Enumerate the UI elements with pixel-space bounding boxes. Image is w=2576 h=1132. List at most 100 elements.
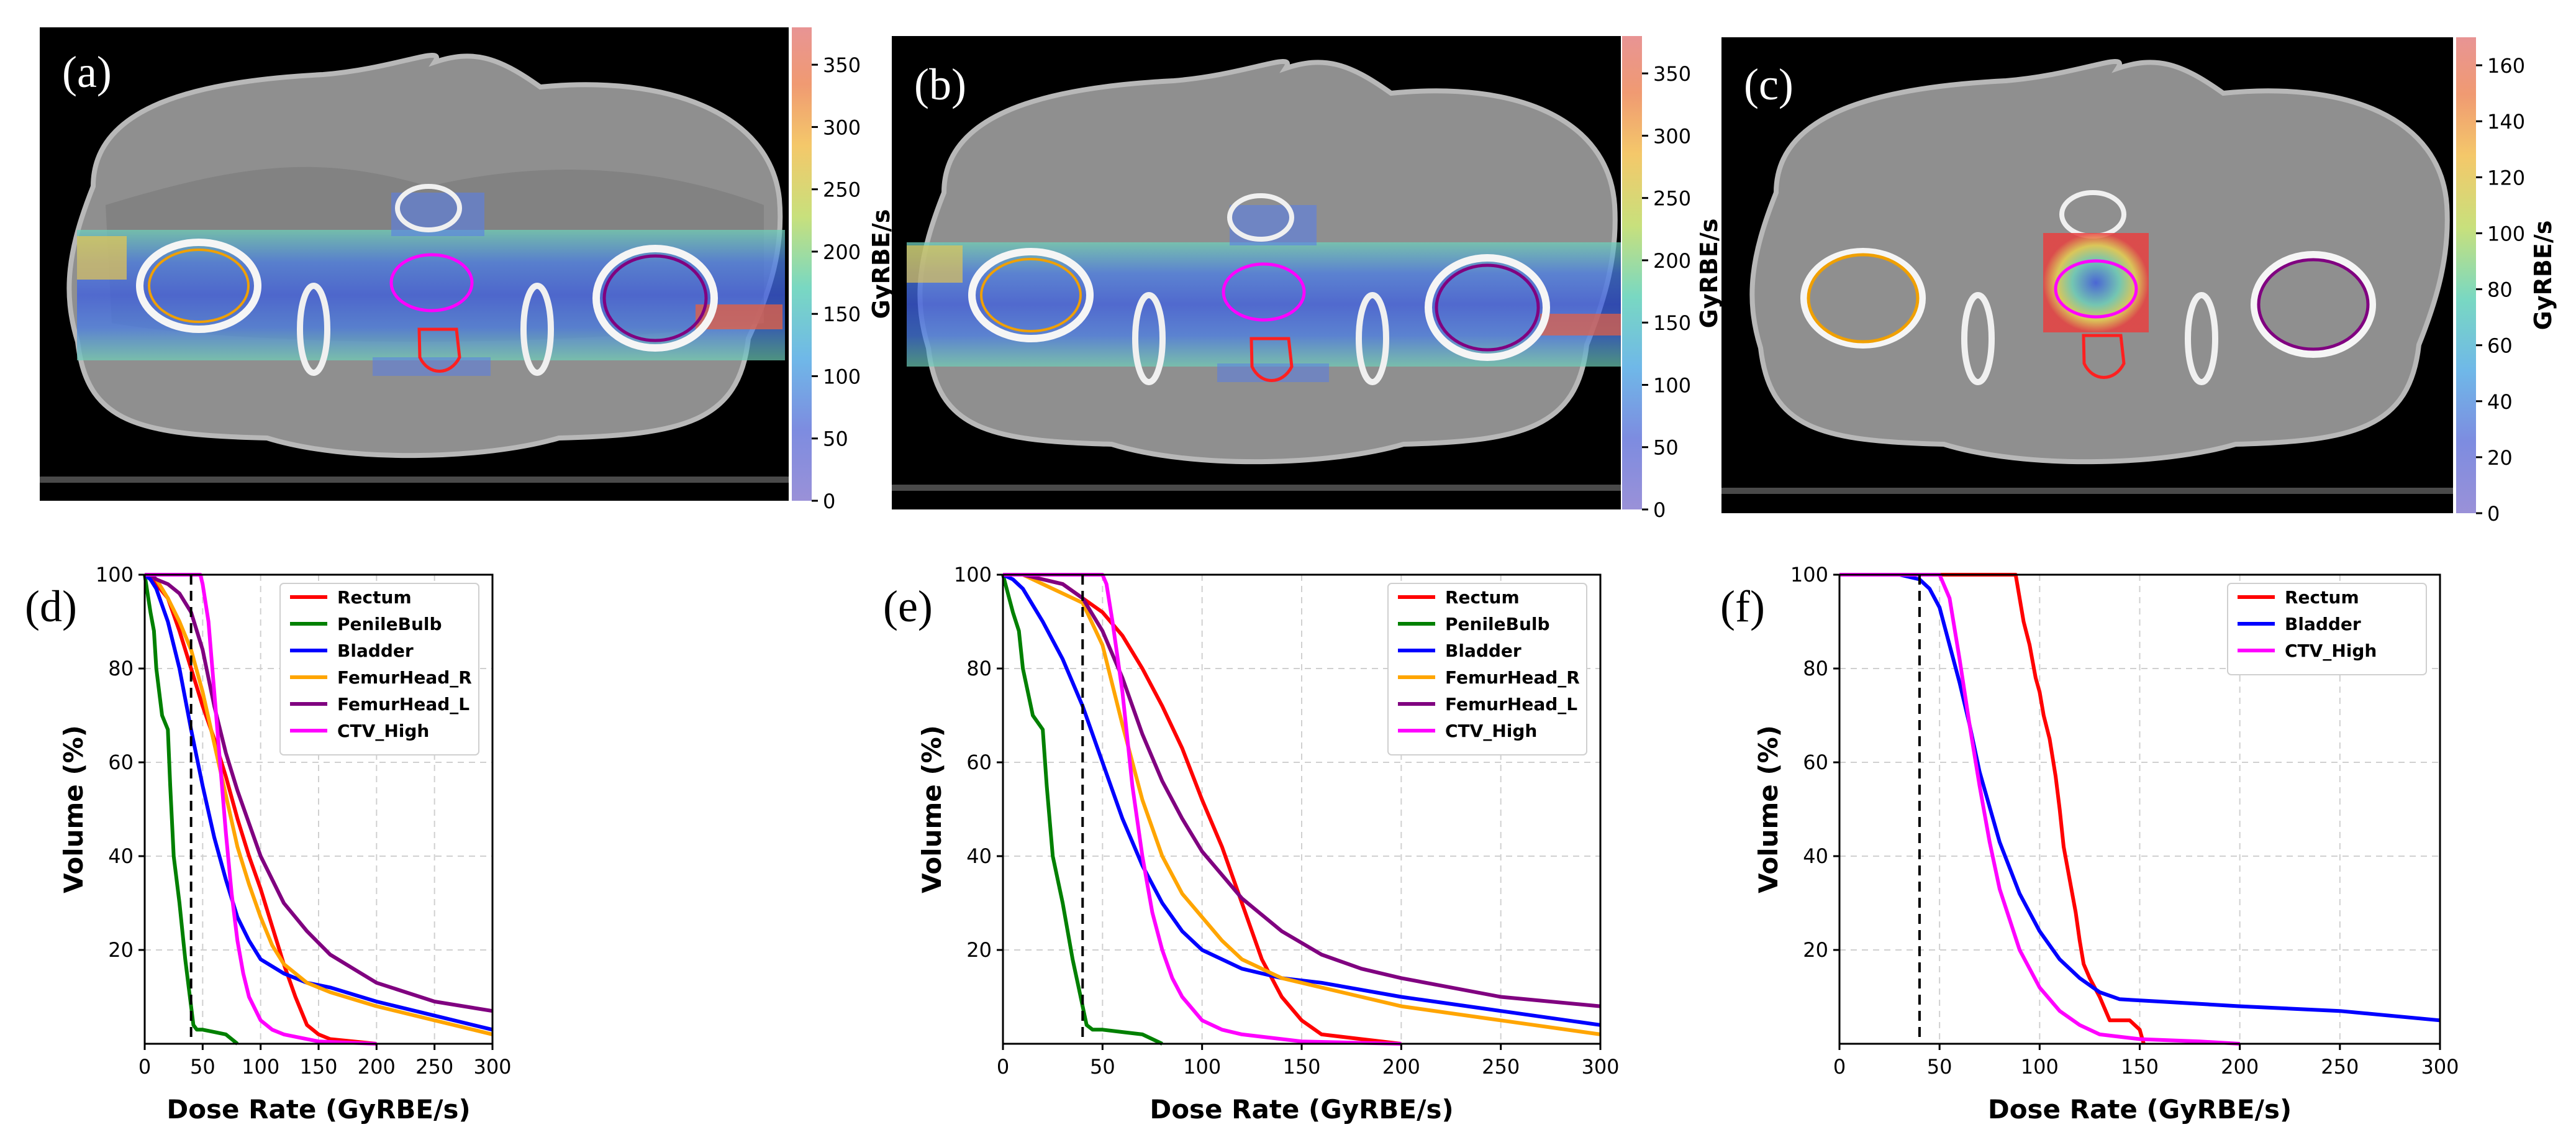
- x-tick-label: 0: [138, 1055, 151, 1079]
- ctv-high-contour: [1222, 262, 1306, 322]
- series-line-ctv-high: [1839, 573, 2240, 1046]
- y-axis-label: Volume (%): [917, 725, 947, 893]
- colorbar-tick-label: 250: [823, 178, 861, 202]
- femurhead-l-contour: [602, 254, 708, 342]
- femurhead-l-contour: [2257, 258, 2370, 351]
- legend-label: FemurHead_L: [1445, 694, 1577, 714]
- x-tick-label: 150: [299, 1055, 337, 1079]
- colorbar-tick-label: 100: [1653, 373, 1691, 397]
- panel-label: (e): [883, 582, 933, 631]
- y-tick-label: 40: [108, 844, 134, 868]
- y-axis-label: Volume (%): [1753, 725, 1784, 893]
- ctv-high-contour: [2054, 259, 2138, 319]
- y-tick-label: 60: [966, 751, 992, 774]
- y-tick-label: 20: [1803, 938, 1828, 962]
- colorbar-tick-label: 50: [1653, 436, 1679, 460]
- series-line-femurhead-l: [1003, 573, 1601, 1008]
- x-tick-label: 200: [1382, 1055, 1420, 1079]
- ct-panel-b: (b) 0 50 100 150 200 250 300 350 GyRBE/s: [892, 36, 1723, 522]
- dose-band-bottom: [373, 357, 491, 376]
- x-axis-label: Dose Rate (GyRBE/s): [1988, 1094, 2292, 1125]
- ct-panel-c: (c) 0 20 40 60 80 100 120 140 160 GyRBE/s: [1721, 37, 2557, 526]
- rectum-contour: [1249, 337, 1294, 382]
- legend-label: Bladder: [337, 641, 414, 661]
- legend-label: Bladder: [1445, 641, 1522, 661]
- femurhead-l-contour: [1435, 263, 1540, 352]
- ischium-right: [1961, 292, 1995, 385]
- legend-label: CTV_High: [1445, 721, 1537, 741]
- y-tick-label: 100: [954, 563, 992, 587]
- y-tick-label: 20: [108, 938, 134, 962]
- legend-label: Rectum: [2285, 587, 2359, 608]
- x-tick-label: 0: [1833, 1055, 1846, 1079]
- femurhead-r-contour: [1807, 253, 1920, 344]
- y-tick-label: 80: [108, 657, 134, 680]
- ct-panel-a: (a) 0 50 100 150 200 250 300 350 GyRBE/s: [40, 27, 895, 513]
- series-line-bladder: [1839, 573, 2441, 1023]
- colorbar: [2456, 37, 2476, 513]
- panel-label: (a): [62, 47, 112, 97]
- x-tick-label: 100: [242, 1055, 279, 1079]
- colorbar-tick-label: 0: [1653, 498, 1666, 522]
- y-tick-label: 80: [1803, 657, 1828, 680]
- colorbar-tick-label: 300: [1653, 124, 1691, 148]
- colorbar-tick-label: 0: [823, 490, 835, 513]
- x-tick-label: 150: [1282, 1055, 1320, 1079]
- series-line-bladder: [1002, 573, 1601, 1027]
- series-line-penilebulb: [143, 574, 239, 1046]
- colorbar-tick-label: 120: [2487, 166, 2525, 189]
- femur-head-left: [592, 245, 718, 352]
- colorbar-label: GyRBE/s: [2529, 221, 2557, 331]
- x-tick-label: 200: [2221, 1055, 2259, 1079]
- colorbar-tick-label: 200: [823, 240, 861, 264]
- colorbar: [1622, 36, 1642, 509]
- femur-head-right: [1800, 248, 1926, 349]
- colorbar-ticks: 0 20 40 60 80 100 120 140 160: [2476, 54, 2525, 526]
- colorbar-tick-label: 80: [2487, 278, 2513, 302]
- colorbar-tick-label: 0: [2487, 502, 2500, 526]
- dose-hotspot-right: [1540, 314, 1621, 335]
- femurhead-r-contour: [980, 258, 1082, 332]
- x-tick-label: 300: [473, 1055, 511, 1079]
- femur-head-right: [136, 239, 261, 333]
- x-tick-label: 250: [415, 1055, 453, 1079]
- legend-label: CTV_High: [337, 721, 429, 741]
- colorbar-tick-label: 100: [823, 365, 861, 388]
- x-tick-label: 250: [1482, 1055, 1520, 1079]
- ischium-left: [2185, 292, 2218, 385]
- x-tick-label: 150: [2121, 1055, 2159, 1079]
- y-axis-label: Volume (%): [58, 725, 89, 893]
- femur-head-left: [1425, 254, 1550, 361]
- x-axis-label: Dose Rate (GyRBE/s): [1150, 1094, 1453, 1125]
- dose-hotspot-left: [907, 245, 963, 283]
- x-tick-label: 50: [1090, 1055, 1115, 1079]
- pubic-symphysis: [1227, 193, 1294, 242]
- pubic-symphysis: [395, 184, 462, 232]
- colorbar-tick-label: 150: [1653, 311, 1691, 335]
- x-tick-label: 0: [997, 1055, 1009, 1079]
- y-tick-label: 20: [966, 938, 992, 962]
- x-axis-label: Dose Rate (GyRBE/s): [166, 1094, 470, 1125]
- colorbar-tick-label: 140: [2487, 110, 2525, 134]
- series-line-femurhead-l: [145, 573, 493, 1013]
- colorbar-ticks: 0 50 100 150 200 250 300 350: [1642, 62, 1691, 522]
- femur-head-left: [2251, 251, 2376, 358]
- legend-label: FemurHead_R: [1445, 667, 1580, 688]
- colorbar-tick-label: 350: [1653, 62, 1691, 86]
- y-tick-label: 40: [1803, 844, 1828, 868]
- colorbar-tick-label: 50: [823, 427, 848, 451]
- legend-label: FemurHead_L: [337, 694, 469, 714]
- panel-label: (c): [1744, 60, 1794, 109]
- chart-d: 0 50 100 150 200 250 300 20 40 60 80 100 Dose Rate (…: [25, 563, 512, 1125]
- colorbar-tick-label: 300: [823, 116, 861, 139]
- colorbar-tick-label: 150: [823, 303, 861, 326]
- chart-f: 0 50 100 150 200 250 300 20 40 60 80 100 Dose Rate (…: [1720, 563, 2459, 1125]
- series-line-femurhead-r: [145, 573, 493, 1036]
- legend-box: [1387, 583, 1587, 755]
- legend-label: CTV_High: [2285, 641, 2377, 661]
- colorbar-label: GyRBE/s: [868, 209, 895, 319]
- dose-hotspot-left: [77, 236, 127, 280]
- legend-label: FemurHead_R: [337, 667, 472, 688]
- colorbar-tick-label: 20: [2487, 446, 2513, 470]
